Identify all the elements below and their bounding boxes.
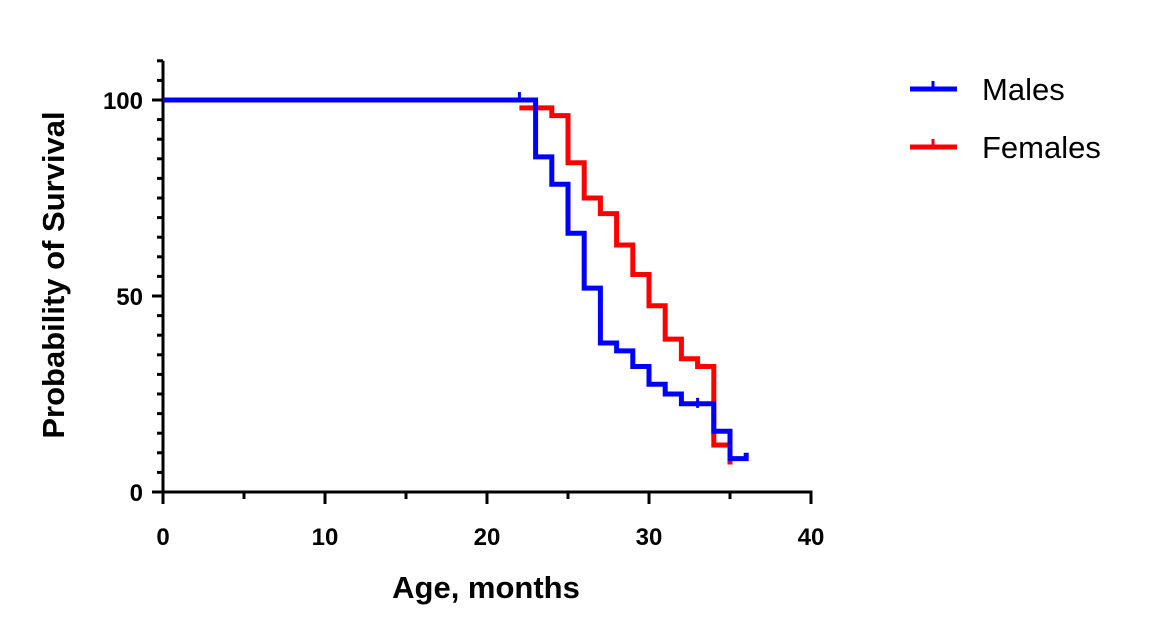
x-tick-label: 0 (156, 524, 169, 551)
y-tick-label: 50 (116, 284, 143, 311)
legend-label: Females (982, 130, 1101, 165)
survival-step-line-males (163, 97, 749, 462)
x-tick-label: 20 (474, 524, 501, 551)
x-tick-label: 40 (798, 524, 825, 551)
y-tick-label: 100 (103, 88, 143, 115)
y-axis-ticks: 0 50 100 (103, 59, 163, 507)
survival-step-line-females (519, 105, 733, 465)
series-males (163, 92, 749, 462)
x-tick-label: 30 (636, 524, 663, 551)
x-axis-title: Age, months (392, 570, 580, 605)
x-tick-label: 10 (312, 524, 339, 551)
series-females (519, 105, 733, 465)
axes: 0 50 100 0 10 20 30 40 (103, 59, 824, 551)
legend-item-males: Males (910, 72, 1065, 107)
legend: Males Females (910, 72, 1101, 165)
series-layer (163, 92, 749, 465)
x-axis-ticks: 0 10 20 30 40 (156, 492, 824, 551)
legend-item-females: Females (910, 130, 1101, 165)
legend-label: Males (982, 72, 1065, 107)
y-tick-label: 0 (130, 480, 143, 507)
y-axis-title: Probability of Survival (36, 111, 71, 438)
